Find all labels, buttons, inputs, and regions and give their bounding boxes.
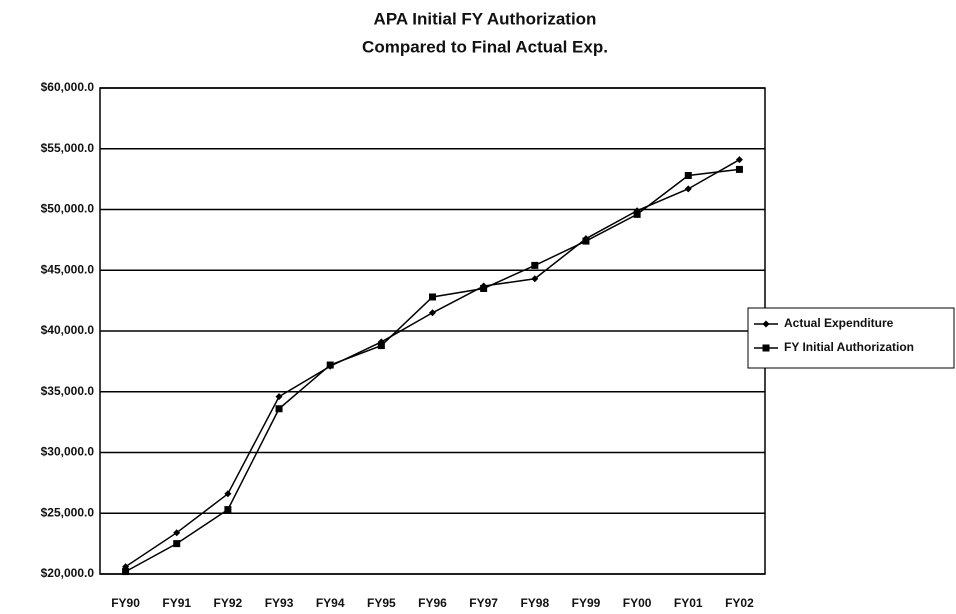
y-tick-label: $40,000.0 [41, 323, 95, 337]
point [684, 171, 692, 179]
series-line [125, 159, 740, 568]
y-tick-label: $30,000.0 [41, 445, 95, 459]
legend-label: FY Initial Authorization [784, 340, 914, 354]
y-tick-label: $55,000.0 [41, 141, 95, 155]
x-tick-label: FY99 [572, 596, 601, 610]
point [326, 361, 334, 369]
x-tick-label: FY02 [725, 596, 754, 610]
point [429, 309, 436, 317]
point [480, 284, 488, 292]
x-tick-label: FY94 [316, 596, 345, 610]
chart-title: Compared to Final Actual Exp. [362, 37, 608, 56]
y-tick-label: $50,000.0 [41, 202, 95, 216]
legend-box [747, 307, 955, 369]
x-tick-label: FY98 [520, 596, 549, 610]
point [173, 540, 181, 548]
x-tick-label: FY93 [265, 596, 294, 610]
point [377, 342, 385, 350]
point [684, 185, 692, 193]
y-tick-label: $45,000.0 [41, 262, 95, 276]
x-tick-label: FY96 [418, 596, 447, 610]
y-tick-label: $60,000.0 [41, 80, 95, 94]
series-line [125, 168, 740, 573]
x-tick-label: FY01 [674, 596, 703, 610]
point [582, 237, 590, 245]
point [531, 261, 539, 269]
point [762, 320, 770, 328]
legend-label: Actual Expenditure [784, 316, 894, 330]
point [735, 156, 743, 164]
x-tick-label: FY92 [214, 596, 243, 610]
y-tick-label: $20,000.0 [41, 566, 95, 580]
x-tick-label: FY00 [623, 596, 652, 610]
point [173, 529, 181, 537]
point [762, 344, 770, 352]
y-tick-label: $25,000.0 [41, 505, 95, 519]
x-tick-label: FY90 [111, 596, 140, 610]
point [275, 405, 283, 413]
point [224, 490, 232, 498]
point [429, 293, 436, 301]
x-tick-label: FY97 [469, 596, 498, 610]
point [122, 568, 130, 576]
point [531, 275, 539, 283]
y-tick-label: $35,000.0 [41, 384, 95, 398]
chart-title: APA Initial FY Authorization [374, 9, 597, 28]
point [275, 393, 283, 401]
x-tick-label: FY95 [367, 596, 396, 610]
point [633, 210, 641, 218]
x-tick-label: FY91 [162, 596, 191, 610]
point [735, 165, 743, 173]
point [224, 506, 232, 514]
